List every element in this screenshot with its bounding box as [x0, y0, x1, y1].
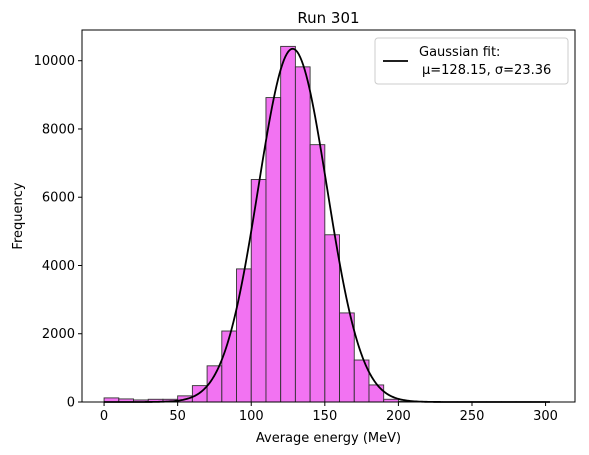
y-tick-label: 10000	[34, 54, 75, 69]
x-tick-label: 50	[169, 409, 186, 424]
plot-frame	[81, 29, 576, 403]
legend-fit-params: μ=128.15, σ=23.36	[422, 63, 551, 78]
y-tick-label: 8000	[42, 122, 75, 137]
histogram-bar	[324, 234, 340, 403]
x-tick-label: 150	[312, 409, 337, 424]
x-axis-ticks: 0 50 100 150 200 250 300	[100, 402, 558, 424]
y-tick-label: 2000	[42, 327, 75, 342]
legend-fit-label: Gaussian fit:	[419, 45, 500, 60]
histogram-bars	[103, 45, 547, 403]
y-tick-label: 4000	[42, 259, 75, 274]
histogram-bar	[265, 97, 282, 403]
histogram-bar	[368, 384, 385, 403]
histogram-bar	[280, 45, 296, 403]
x-axis-label: Average energy (MeV)	[256, 431, 401, 446]
x-tick-label: 200	[386, 409, 411, 424]
y-axis-label: Frequency	[11, 182, 26, 249]
histogram-bar	[221, 330, 237, 403]
y-tick-label: 0	[67, 396, 75, 411]
x-tick-label: 300	[533, 409, 558, 424]
y-axis-ticks: 0 2000 4000 6000 8000 10000	[34, 54, 82, 411]
x-tick-label: 250	[460, 409, 485, 424]
histogram-bar	[236, 268, 252, 403]
x-tick-label: 100	[239, 409, 264, 424]
legend: Gaussian fit: μ=128.15, σ=23.36	[374, 37, 569, 85]
x-tick-label: 0	[100, 409, 108, 424]
plot-area	[81, 29, 576, 403]
histogram-bar	[339, 312, 355, 403]
y-tick-label: 6000	[42, 191, 75, 206]
legend-box	[374, 37, 569, 85]
histogram-bar	[309, 144, 326, 403]
histogram-bar	[294, 66, 311, 403]
chart-title: Run 301	[297, 9, 359, 27]
